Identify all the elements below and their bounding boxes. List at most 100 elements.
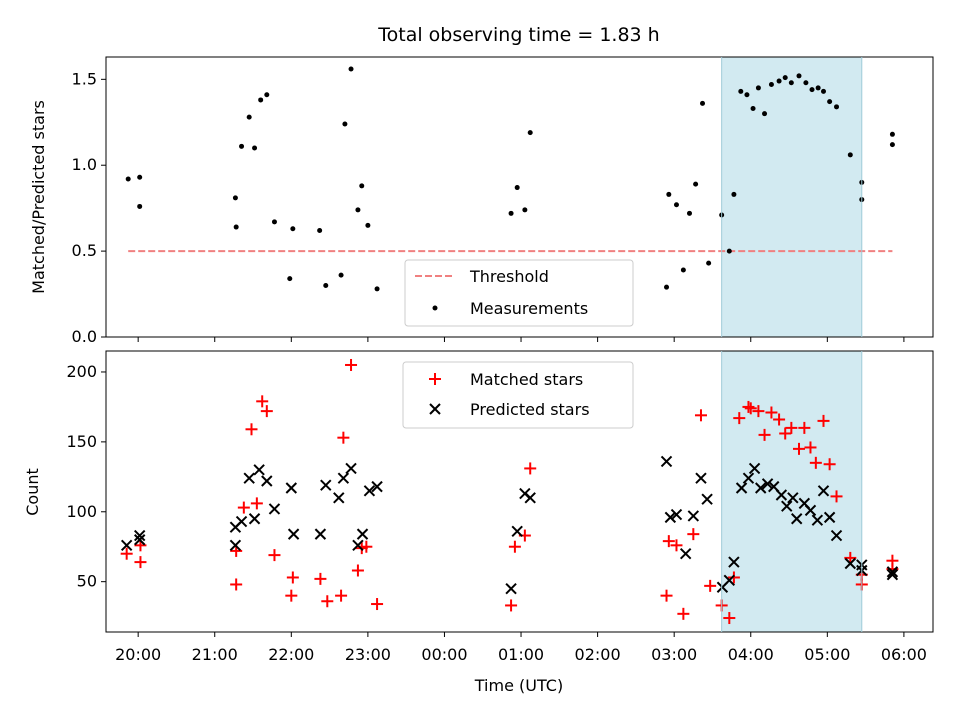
count-highlight-span — [721, 351, 862, 632]
x-tick-label: 23:00 — [345, 645, 391, 664]
predicted-stars-point — [120, 539, 133, 552]
matched-stars-point — [687, 528, 700, 541]
measurements-point — [744, 92, 750, 98]
matched-stars-point — [792, 442, 805, 455]
predicted-stars-point — [235, 515, 248, 528]
y-tick-label: 1.5 — [72, 69, 97, 88]
predicted-stars-point — [287, 528, 300, 540]
measurements-point — [706, 260, 712, 266]
count-legend: Matched stars Predicted stars — [402, 361, 634, 429]
matched-stars-point — [662, 535, 675, 548]
measurements-point — [731, 191, 737, 197]
matched-stars-legend-label: Matched stars — [470, 370, 583, 389]
x-tick-label: 00:00 — [421, 645, 467, 664]
measurements-point — [750, 106, 756, 112]
predicted-stars-point — [735, 482, 748, 494]
threshold-legend-label: Threshold — [469, 267, 549, 286]
measurements-point — [137, 174, 143, 180]
predicted-stars-point — [505, 582, 517, 595]
matched-stars-point — [752, 405, 765, 418]
measurements-point — [258, 97, 264, 103]
measurements-point — [726, 248, 732, 254]
measurements-point — [374, 286, 380, 292]
predicted-stars-point — [787, 492, 799, 504]
predicted-stars-point — [314, 528, 327, 540]
predicted-stars-point — [723, 574, 736, 586]
matched-stars-point — [250, 497, 263, 510]
predicted-stars-point — [687, 510, 700, 522]
y-tick-label: 0.0 — [72, 327, 97, 346]
ratio-y-axis-label: Matched/Predicted stars — [29, 100, 48, 294]
x-tick-label: 20:00 — [115, 645, 161, 664]
matched-stars-point — [508, 540, 521, 553]
matched-stars-point — [817, 414, 830, 427]
matched-stars-point — [844, 551, 857, 564]
measurements-point — [355, 207, 361, 213]
y-tick-label: 200 — [66, 362, 97, 381]
predicted-stars-point — [830, 529, 843, 542]
matched-stars-point — [345, 358, 358, 371]
matched-stars-point — [660, 589, 673, 602]
matched-stars-point — [524, 462, 537, 475]
matched-stars-point — [670, 539, 683, 552]
ratio-plot-frame — [105, 56, 934, 338]
predicted-stars-point — [679, 548, 692, 560]
y-tick-label: 100 — [66, 502, 97, 521]
matched-stars-point — [742, 400, 755, 413]
measurements-point — [338, 272, 344, 278]
matched-stars-point — [723, 612, 736, 625]
predicted-stars-point — [775, 489, 788, 501]
predicted-stars-point — [817, 485, 830, 497]
x-tick-label: 05:00 — [804, 645, 850, 664]
measurements-point — [700, 100, 706, 106]
matched-stars-point — [260, 405, 273, 418]
measurements-point — [768, 81, 774, 87]
matched-stars-point — [830, 490, 843, 503]
matched-stars-point — [785, 421, 798, 434]
y-tick-label: 1.0 — [72, 155, 97, 174]
matched-stars-point — [758, 428, 771, 441]
measurements-point — [673, 202, 679, 208]
measurements-point — [232, 195, 238, 201]
y-tick-label: 0.5 — [72, 241, 97, 260]
predicted-stars-point — [511, 525, 523, 538]
matched-stars-point — [245, 423, 258, 436]
measurements-legend-marker — [432, 305, 438, 311]
matched-stars-point — [694, 409, 707, 422]
matched-stars-point — [337, 431, 350, 444]
y-tick-label: 50 — [77, 572, 97, 591]
measurements-point — [233, 224, 239, 230]
measurements-point — [514, 185, 520, 191]
x-tick-label: 06:00 — [881, 645, 927, 664]
predicted-stars-point — [524, 492, 536, 504]
measurements-point — [359, 183, 365, 189]
predicted-stars-point — [248, 513, 261, 525]
measurements-point — [666, 191, 672, 197]
predicted-stars-point — [333, 492, 345, 504]
matched-stars-point — [809, 456, 822, 469]
predicted-stars-point — [742, 472, 755, 484]
x-tick-label: 22:00 — [268, 645, 314, 664]
matched-stars-point — [237, 501, 250, 514]
matched-stars-point — [230, 578, 243, 591]
predicted-stars-point — [660, 455, 673, 468]
matched-stars-point — [727, 571, 740, 584]
measurements-point — [815, 85, 821, 91]
measurements-point — [693, 181, 699, 187]
matched-stars-point — [798, 421, 811, 434]
matched-stars-point — [335, 589, 348, 602]
measurements-point — [317, 227, 323, 233]
chart-title: Total observing time = 1.83 h — [377, 24, 659, 46]
matched-stars-point — [285, 589, 298, 602]
measurements-point — [271, 219, 277, 225]
measurements-point — [796, 73, 802, 79]
count-panel: 50 100 150 200 20:00 21:00 22:00 23:00 00:00 01:… — [23, 350, 934, 695]
matched-stars-point — [677, 607, 690, 620]
measurements-point — [788, 80, 794, 86]
predicted-stars-point — [253, 464, 265, 476]
measurements-point — [827, 99, 833, 105]
predicted-stars-point — [320, 479, 332, 491]
count-y-axis-label: Count — [23, 468, 42, 516]
predicted-stars-point — [728, 556, 740, 568]
